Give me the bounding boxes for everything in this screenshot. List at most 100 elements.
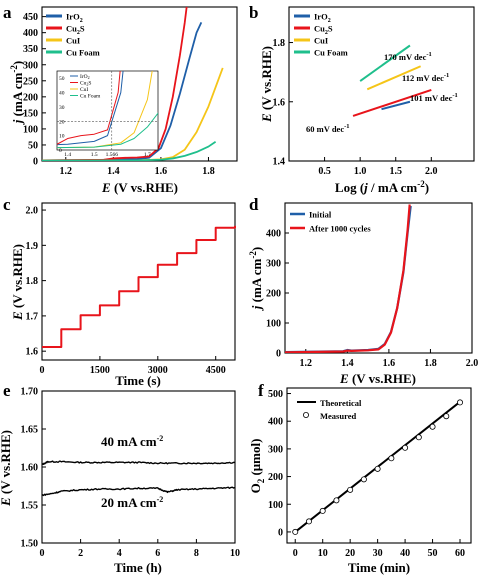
panel-e-ytick-label: 1.70	[21, 387, 39, 398]
panel-e: e 0 2 4 6 8 10 1.50 1.55 1.60 1.65 1.70 E (V vs.RH…	[0, 381, 240, 575]
inset-legend-label-CuI: CuI	[80, 87, 88, 93]
panel-f-ytick-label: 0	[278, 527, 283, 538]
panel-f: f 0 10 20 30 40 50 60 0 100 200 300 400 500 O2 (μmol…	[248, 381, 472, 575]
panel-e-xtick-label: 10	[230, 548, 240, 559]
inset-legend-label-CuFoam: Cu Foam	[80, 94, 101, 100]
series-line-IrO2	[42, 22, 203, 161]
legend-label-theoretical: Theoretical	[320, 398, 362, 408]
panel-d-ytick-label: 400	[266, 229, 281, 240]
panel-f-ylabel: O2 (μmol)	[248, 439, 266, 494]
panel-a-ytick-label: 450	[23, 12, 38, 23]
measured-point	[374, 465, 381, 472]
panel-b-xtick-label: 1.0	[354, 166, 367, 177]
panel-c-ticks: 0 1500 3000 4500 1.6 1.7 1.8 1.9 2.0	[26, 206, 226, 376]
measured-point	[415, 434, 422, 441]
panel-d-xtick-label: 1.6	[383, 358, 396, 369]
panel-a-ytick-label: 100	[23, 124, 38, 135]
measured-point	[388, 455, 395, 462]
measured-point	[360, 476, 367, 483]
inset-line-Cu2S	[57, 71, 121, 145]
panel-b-annotation-60: 60 mV dec-1	[306, 123, 350, 134]
panel-d-ytick-label: 0	[276, 349, 281, 360]
legend-label-CuI: CuI	[314, 36, 329, 46]
panel-f-ytick-label: 200	[268, 472, 283, 483]
panel-f-frame	[286, 387, 472, 544]
panel-e-ytick-label: 1.55	[21, 501, 39, 512]
panel-b-xtick-label: 0.5	[318, 166, 331, 177]
panel-d-ticks: 1.2 1.4 1.6 1.8 2.0 0 100 200 300 400	[266, 229, 478, 370]
panel-f-xtick-label: 20	[345, 548, 355, 559]
panel-e-annotation-20: 20 mA cm-2	[101, 495, 163, 510]
panel-f-xtick-label: 0	[293, 548, 298, 559]
panel-f-xtick-label: 10	[318, 548, 328, 559]
legend-label-Cu2S: Cu2S	[66, 24, 85, 37]
panel-c-series	[42, 225, 236, 348]
panel-c-ytick-label: 1.9	[26, 241, 39, 252]
panel-a-ytick-label: 0	[33, 157, 38, 168]
panel-c-xtick-label: 3000	[148, 365, 168, 376]
measured-point	[319, 507, 326, 514]
panel-b: b 0.5 1.0 1.5 2.0 1.4 1.6 1.8 E (V vs.RHE) Log…	[249, 3, 475, 195]
panel-c-xtick-label: 4500	[206, 365, 226, 376]
inset-xtick-label: 1.5	[91, 152, 98, 158]
panel-a-ytick-label: 200	[23, 92, 38, 103]
panel-c-ytick-label: 1.7	[26, 311, 39, 322]
panel-e-xtick-label: 2	[78, 548, 83, 559]
inset-line-CuFoam	[57, 112, 158, 149]
panel-e-frame	[41, 390, 236, 544]
series-line-after	[285, 204, 411, 353]
panel-b-frame	[288, 6, 475, 162]
panel-a-xtick-label: 1.8	[202, 166, 215, 177]
panel-a-xtick-label: 1.6	[155, 166, 168, 177]
panel-c-ytick-label: 1.8	[26, 276, 39, 287]
panel-f-series	[292, 399, 464, 535]
series-line-CuFoam	[42, 141, 217, 161]
inset-ytick-label: 10	[59, 134, 65, 140]
measured-point	[402, 444, 409, 451]
series-line-40mA	[41, 460, 236, 466]
panel-a-ytick-label: 150	[23, 108, 38, 119]
panel-d-xlabel: E (V vs.RHE)	[339, 371, 416, 386]
panel-e-label: e	[3, 381, 11, 400]
series-line-stepped-potential	[42, 225, 236, 348]
legend-label-IrO2: IrO2	[314, 12, 331, 25]
measured-point	[443, 413, 450, 420]
panel-b-annotation-170: 170 mV dec-1	[384, 51, 432, 62]
inset-xtick-label: 1.566	[106, 152, 119, 158]
legend-swatch-measured	[302, 411, 309, 418]
panel-b-label: b	[249, 3, 258, 22]
legend-label-after: After 1000 cycles	[309, 224, 371, 234]
panel-f-label: f	[258, 381, 264, 400]
panel-d: d 1.2 1.4 1.6 1.8 2.0 0 100 200 300 400 j (mA cm-…	[248, 195, 478, 386]
panel-a-label: a	[3, 3, 12, 22]
panel-f-xtick-label: 30	[373, 548, 383, 559]
panel-f-ytick-label: 400	[268, 417, 283, 428]
panel-c-ytick-label: 2.0	[26, 206, 39, 217]
panel-c-frame	[41, 202, 236, 361]
inset-xtick-label: 1.4	[64, 152, 71, 158]
panel-e-annotation-40: 40 mA cm-2	[101, 434, 163, 449]
panel-f-ytick-label: 100	[268, 500, 283, 511]
legend-label-CuI: CuI	[66, 36, 81, 46]
panel-e-xtick-label: 8	[194, 548, 199, 559]
panel-b-ytick-label: 1.8	[273, 38, 286, 49]
panel-a-xlabel: E (V vs.RHE)	[101, 180, 178, 195]
panel-a-xtick-label: 1.2	[60, 166, 73, 177]
panel-f-xtick-label: 50	[428, 548, 438, 559]
panel-f-ticks: 0 10 20 30 40 50 60 0 100 200 300 400 500	[268, 389, 465, 559]
panel-b-ytick-label: 1.4	[273, 157, 286, 168]
legend-label-CuFoam: Cu Foam	[66, 48, 100, 58]
measured-point	[292, 528, 299, 535]
panel-f-ytick-label: 300	[268, 444, 283, 455]
panel-a-ytick-label: 250	[23, 76, 38, 87]
measured-point	[457, 399, 464, 406]
panel-b-ytick-label: 1.6	[273, 97, 286, 108]
panel-a-ytick-label: 400	[23, 28, 38, 39]
panel-c-ylabel: E (V vs.RHE)	[10, 244, 25, 321]
series-line-Cu2S	[42, 7, 188, 161]
panel-f-xtick-label: 60	[455, 548, 465, 559]
